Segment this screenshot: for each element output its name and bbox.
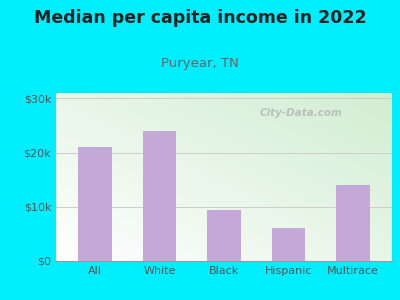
Bar	[142, 131, 176, 261]
Bar	[336, 185, 370, 261]
Bar	[207, 209, 241, 261]
Bar	[272, 229, 306, 261]
Text: City-Data.com: City-Data.com	[260, 108, 343, 118]
Bar	[78, 147, 112, 261]
Text: Puryear, TN: Puryear, TN	[161, 57, 239, 70]
Text: Median per capita income in 2022: Median per capita income in 2022	[34, 9, 366, 27]
